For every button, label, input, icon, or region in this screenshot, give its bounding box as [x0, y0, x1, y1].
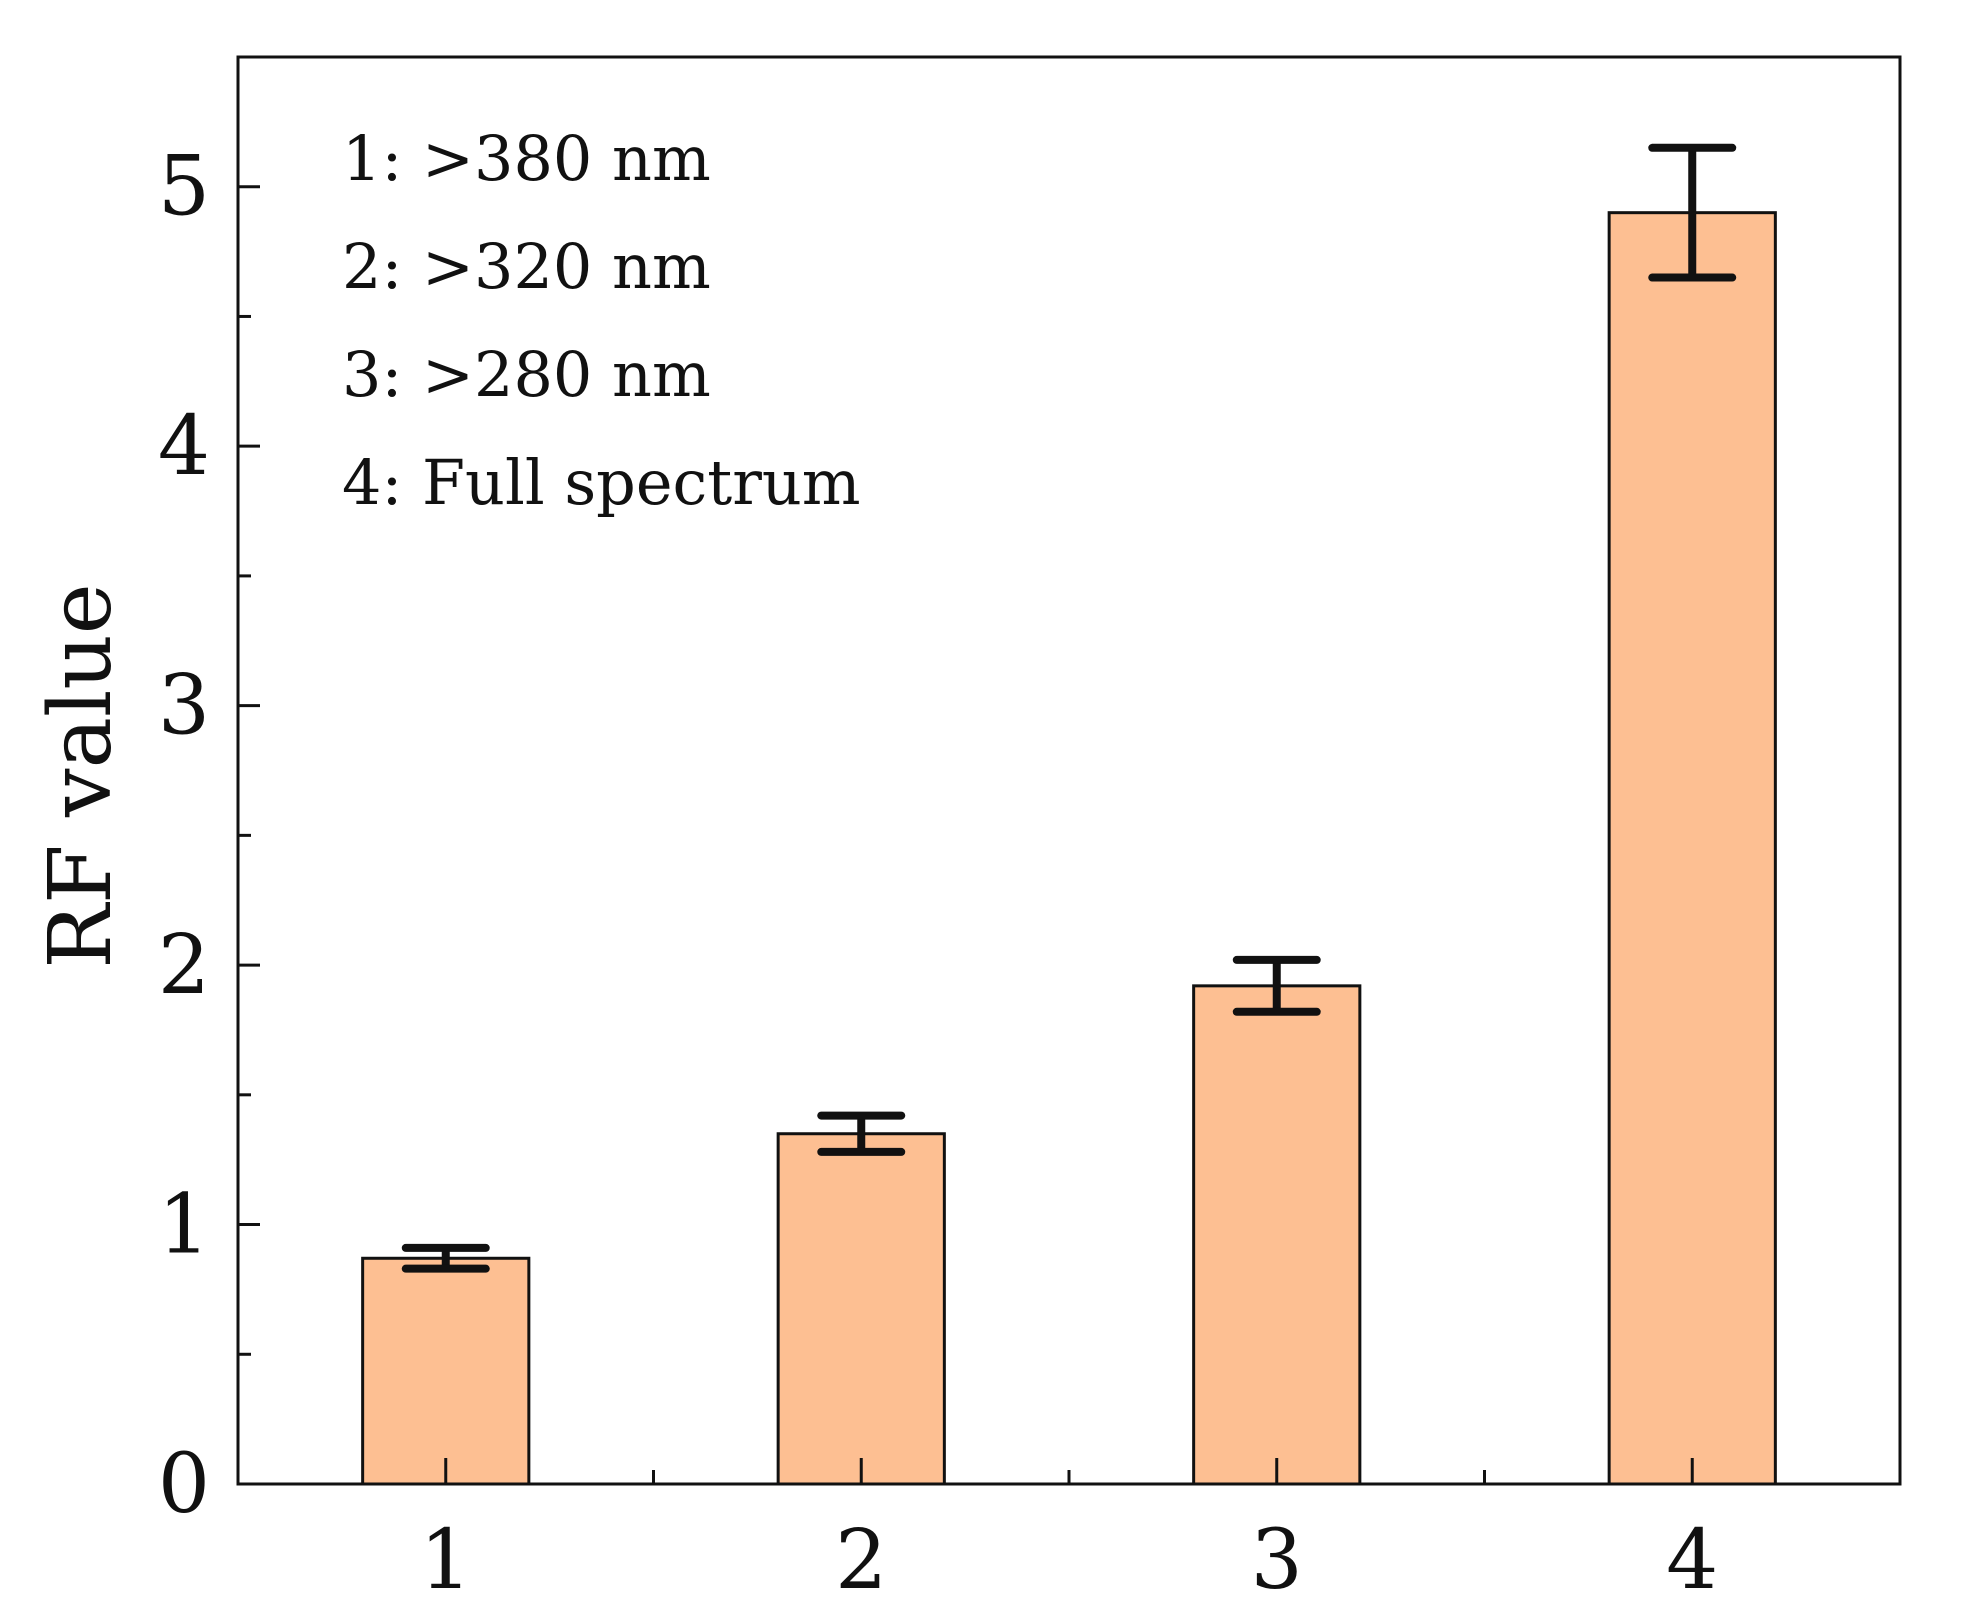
y-tick-label: 4: [158, 399, 210, 494]
annotation-2: 2: >320 nm: [342, 230, 711, 303]
bar-2: [776, 1132, 946, 1486]
y-tick-label: 5: [158, 140, 210, 235]
tick-labels: 0 1 2 3 4 5 1 2 3 4: [158, 140, 1719, 1608]
legend-annotations: 1: >380 nm 2: >320 nm 3: >280 nm 4: Full…: [342, 122, 861, 519]
x-tick-label: 1: [420, 1513, 472, 1608]
error-bar-4: [1648, 143, 1737, 282]
annotation-4: 4: Full spectrum: [342, 446, 861, 519]
y-tick-label: 1: [158, 1178, 210, 1273]
x-tick-label: 4: [1666, 1513, 1718, 1608]
x-tick-label: 2: [835, 1513, 887, 1608]
bar-1: [361, 1256, 531, 1486]
annotation-1: 1: >380 nm: [342, 122, 711, 195]
bar-3: [1192, 984, 1362, 1486]
error-bars-layer: [401, 143, 1737, 1273]
x-tick-label: 3: [1251, 1513, 1303, 1608]
error-bar-1: [401, 1243, 490, 1273]
error-bar-3: [1232, 955, 1321, 1016]
annotation-3: 3: >280 nm: [342, 338, 711, 411]
bar-4: [1607, 211, 1777, 1486]
axes: [236, 55, 1902, 1486]
y-tick-label: 2: [158, 918, 210, 1013]
y-tick-label: 3: [158, 659, 210, 754]
y-tick-label: 0: [158, 1437, 210, 1532]
y-axis-title: RF value: [31, 583, 131, 968]
error-bar-2: [817, 1111, 906, 1156]
